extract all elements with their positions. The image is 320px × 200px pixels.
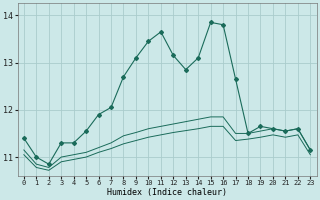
X-axis label: Humidex (Indice chaleur): Humidex (Indice chaleur) <box>107 188 227 197</box>
